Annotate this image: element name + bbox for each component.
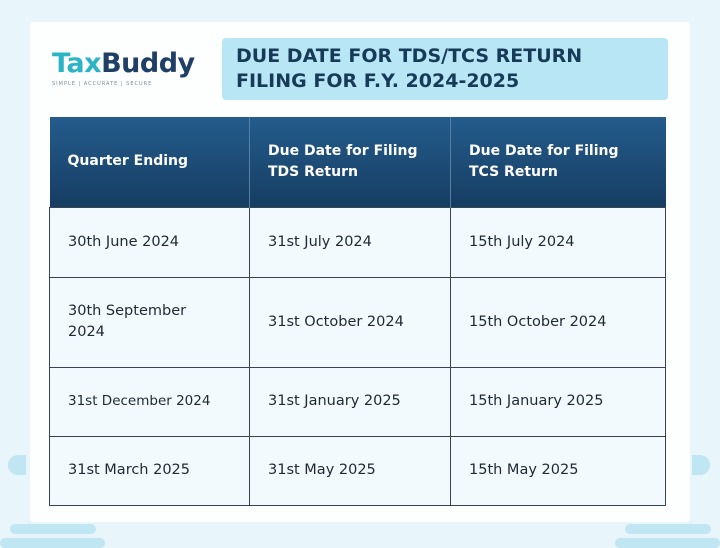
decor-base-left	[10, 524, 96, 534]
cell-tcs-date: 15th July 2024	[450, 206, 666, 278]
cell-tds-date: 31st July 2024	[249, 206, 451, 278]
cell-quarter: 31st March 2025	[49, 435, 250, 506]
due-date-table: Quarter Ending Due Date for Filing TDS Re…	[49, 117, 666, 506]
page-title: DUE DATE FOR TDS/TCS RETURN FILING FOR F…	[222, 38, 668, 100]
cell-tds-date: 31st May 2025	[249, 435, 451, 506]
title-line-1: DUE DATE FOR TDS/TCS RETURN	[236, 45, 583, 67]
table-header-row: Quarter Ending Due Date for Filing TDS Re…	[49, 117, 666, 207]
header-quarter-ending: Quarter Ending	[49, 117, 250, 207]
cell-quarter: 30th September 2024	[49, 276, 250, 368]
decor-lamp-left	[8, 455, 26, 475]
decor-base-right	[625, 524, 711, 534]
table-row: 31st December 2024 31st January 2025 15t…	[49, 366, 666, 437]
cell-tcs-date: 15th January 2025	[450, 366, 666, 437]
decor-base-left-2	[0, 538, 105, 548]
table-row: 30th June 2024 31st July 2024 15th July …	[49, 206, 666, 278]
header-tcs-due-date: Due Date for Filing TCS Return	[450, 117, 666, 207]
table-row: 31st March 2025 31st May 2025 15th May 2…	[49, 435, 666, 506]
title-line-2: FILING FOR F.Y. 2024-2025	[236, 70, 520, 92]
header-text: Quarter Ending	[67, 153, 189, 170]
logo-text-buddy: Buddy	[101, 48, 195, 79]
decor-base-right-2	[615, 538, 720, 548]
logo-tagline: SIMPLE | ACCURATE | SECURE	[52, 81, 153, 87]
header-text: TDS Return	[268, 163, 358, 180]
cell-quarter: 30th June 2024	[49, 206, 250, 278]
cell-tds-date: 31st October 2024	[249, 276, 451, 368]
cell-tcs-date: 15th May 2025	[450, 435, 666, 506]
cell-tcs-date: 15th October 2024	[450, 276, 666, 368]
header-tds-due-date: Due Date for Filing TDS Return	[249, 117, 451, 207]
taxbuddy-logo: TaxBuddy SIMPLE | ACCURATE | SECURE	[52, 48, 195, 87]
table-row: 30th September 2024 31st October 2024 15…	[49, 276, 666, 368]
header-text: Due Date for Filing	[469, 142, 619, 159]
decor-lamp-right	[692, 455, 710, 475]
cell-quarter: 31st December 2024	[49, 366, 250, 437]
logo-text-tax: Tax	[52, 48, 102, 79]
header-text: Due Date for Filing	[268, 142, 418, 159]
header-text: TCS Return	[469, 163, 558, 180]
cell-tds-date: 31st January 2025	[249, 366, 451, 437]
